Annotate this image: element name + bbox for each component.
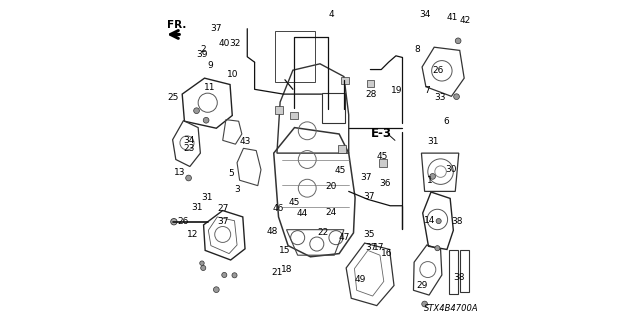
Text: 30: 30 bbox=[445, 165, 456, 174]
Text: 35: 35 bbox=[364, 230, 375, 239]
Circle shape bbox=[200, 261, 204, 265]
Text: 31: 31 bbox=[428, 137, 439, 146]
Circle shape bbox=[435, 246, 440, 251]
Text: 4: 4 bbox=[328, 10, 334, 19]
Text: 45: 45 bbox=[335, 166, 346, 175]
Text: 45: 45 bbox=[289, 198, 300, 207]
Text: 37: 37 bbox=[364, 192, 375, 201]
Text: 39: 39 bbox=[196, 50, 208, 59]
Text: 37: 37 bbox=[365, 243, 377, 252]
Circle shape bbox=[232, 273, 237, 278]
Text: 45: 45 bbox=[376, 152, 388, 161]
Text: 38: 38 bbox=[453, 273, 465, 282]
Circle shape bbox=[201, 265, 206, 271]
Circle shape bbox=[455, 38, 461, 44]
Text: 27: 27 bbox=[217, 204, 228, 213]
Text: 34: 34 bbox=[420, 10, 431, 19]
Text: 37: 37 bbox=[217, 217, 228, 226]
Text: FR.: FR. bbox=[167, 20, 186, 30]
Circle shape bbox=[422, 301, 428, 307]
Bar bbox=[275, 106, 283, 114]
Text: 22: 22 bbox=[317, 228, 329, 237]
Text: 44: 44 bbox=[297, 209, 308, 218]
Text: 9: 9 bbox=[207, 61, 213, 70]
Text: 17: 17 bbox=[373, 243, 385, 252]
Text: 28: 28 bbox=[365, 90, 377, 99]
Text: 23: 23 bbox=[184, 144, 195, 153]
Bar bbox=[380, 159, 387, 167]
Text: 20: 20 bbox=[326, 182, 337, 191]
Text: 6: 6 bbox=[443, 117, 449, 126]
Text: 33: 33 bbox=[434, 93, 445, 102]
Text: 46: 46 bbox=[273, 204, 284, 213]
Text: 34: 34 bbox=[184, 136, 195, 145]
Text: 15: 15 bbox=[279, 246, 291, 255]
Text: 31: 31 bbox=[201, 193, 212, 202]
Bar bbox=[367, 80, 374, 87]
Circle shape bbox=[429, 174, 435, 179]
Circle shape bbox=[436, 219, 441, 224]
Bar bbox=[275, 31, 316, 82]
Circle shape bbox=[186, 175, 191, 181]
Bar bbox=[321, 93, 344, 123]
Text: 24: 24 bbox=[326, 208, 337, 217]
Text: 41: 41 bbox=[447, 13, 458, 22]
Text: 2: 2 bbox=[201, 45, 206, 54]
Text: 37: 37 bbox=[211, 24, 222, 33]
Text: 47: 47 bbox=[338, 233, 349, 242]
Bar bbox=[338, 145, 346, 153]
Circle shape bbox=[194, 108, 200, 114]
Circle shape bbox=[171, 219, 177, 225]
Circle shape bbox=[454, 94, 460, 100]
Bar bbox=[290, 112, 298, 119]
Text: 14: 14 bbox=[424, 216, 436, 225]
Bar bbox=[341, 77, 349, 84]
Text: 37: 37 bbox=[360, 173, 372, 182]
Text: 3: 3 bbox=[234, 185, 240, 194]
Text: E-3: E-3 bbox=[371, 128, 392, 140]
Text: 1: 1 bbox=[427, 176, 433, 185]
Text: 10: 10 bbox=[227, 70, 238, 79]
Text: 43: 43 bbox=[239, 137, 251, 146]
Text: 26: 26 bbox=[177, 217, 189, 226]
Text: 13: 13 bbox=[174, 168, 186, 177]
Text: 42: 42 bbox=[460, 16, 471, 25]
Text: 25: 25 bbox=[168, 93, 179, 102]
Text: 8: 8 bbox=[415, 45, 420, 54]
Text: 48: 48 bbox=[266, 227, 278, 236]
Circle shape bbox=[221, 272, 227, 278]
Text: 38: 38 bbox=[451, 217, 463, 226]
Text: 40: 40 bbox=[219, 39, 230, 48]
Text: 36: 36 bbox=[380, 179, 391, 188]
Text: 19: 19 bbox=[391, 86, 403, 95]
Text: 18: 18 bbox=[281, 265, 292, 274]
Circle shape bbox=[214, 287, 219, 293]
Text: 32: 32 bbox=[230, 39, 241, 48]
Text: 49: 49 bbox=[354, 275, 365, 284]
Text: 29: 29 bbox=[417, 281, 428, 290]
Text: 26: 26 bbox=[433, 66, 444, 75]
Text: 12: 12 bbox=[187, 230, 198, 239]
Circle shape bbox=[204, 117, 209, 123]
Text: 21: 21 bbox=[271, 268, 283, 277]
Text: 11: 11 bbox=[204, 83, 216, 92]
Text: 5: 5 bbox=[228, 169, 234, 178]
Text: 16: 16 bbox=[381, 249, 393, 258]
Text: STX4B4700A: STX4B4700A bbox=[424, 304, 479, 313]
Text: 7: 7 bbox=[424, 86, 429, 95]
Text: 31: 31 bbox=[191, 203, 203, 212]
